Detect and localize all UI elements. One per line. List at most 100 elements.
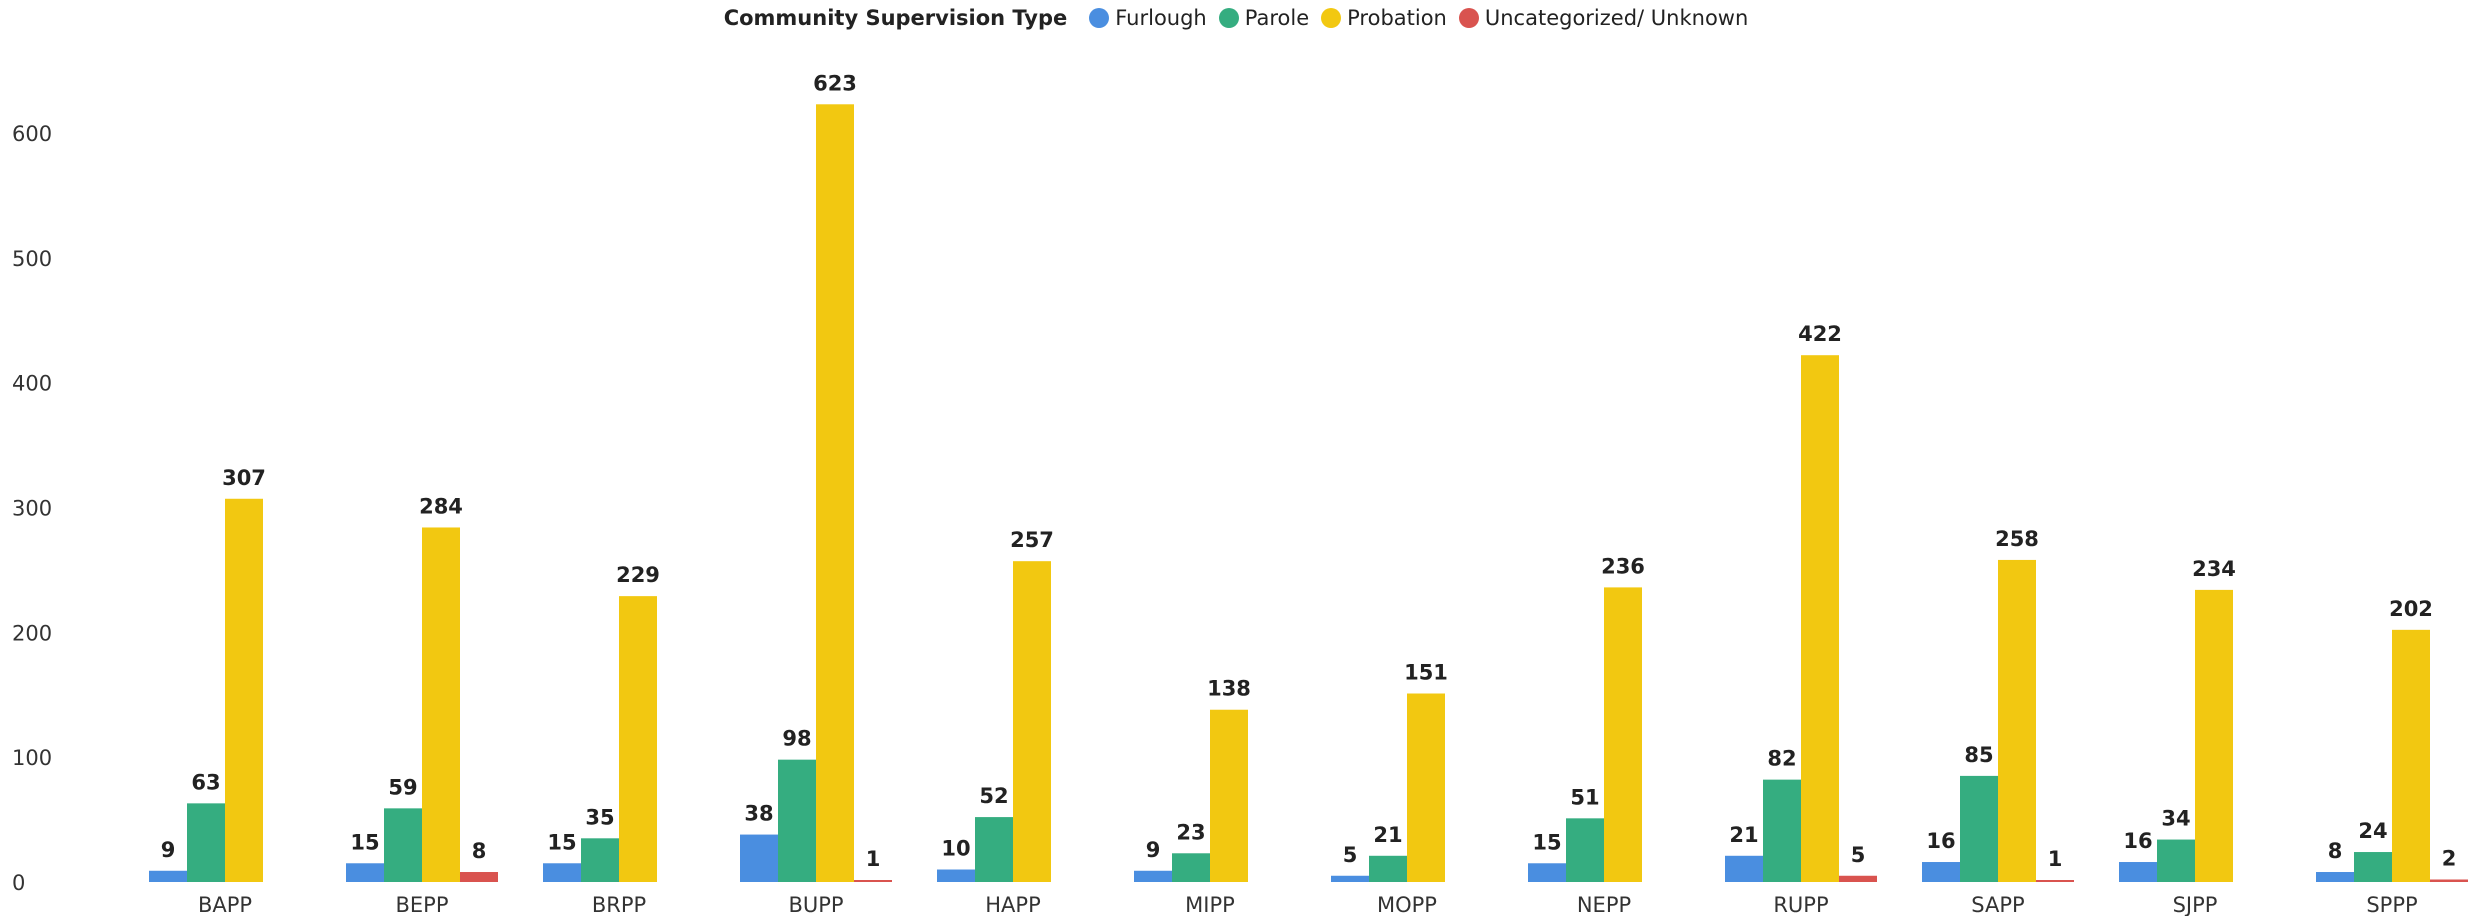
data-label: 229 <box>616 563 660 587</box>
bar <box>1998 559 2036 882</box>
chart-legend: Community Supervision Type Furlough Parol… <box>0 0 2478 36</box>
data-label: 258 <box>1995 527 2039 551</box>
bar <box>2430 879 2468 882</box>
bar <box>149 870 187 882</box>
data-label: 623 <box>813 71 857 95</box>
bar <box>1604 587 1642 882</box>
data-label: 82 <box>1767 747 1796 771</box>
bar <box>975 817 1013 882</box>
legend-swatch <box>1321 8 1342 28</box>
x-category-label: SJPP <box>2173 893 2218 916</box>
x-category-label: RUPP <box>1773 893 1828 916</box>
data-label: 307 <box>222 466 266 490</box>
data-label: 34 <box>2161 807 2190 831</box>
legend-label: Uncategorized/ Unknown <box>1484 6 1749 30</box>
x-category-label: NEPP <box>1577 893 1631 916</box>
x-category-label: SPPP <box>2366 893 2417 916</box>
legend-item[interactable]: Uncategorized/ Unknown <box>1458 6 1749 30</box>
y-tick-label: 500 <box>12 247 52 271</box>
x-category-label: HAPP <box>985 893 1040 916</box>
data-label: 16 <box>2123 829 2152 853</box>
bar <box>1801 355 1839 882</box>
x-category-label: MOPP <box>1377 893 1437 916</box>
data-label: 35 <box>585 805 614 829</box>
data-label: 1 <box>866 847 881 871</box>
bar <box>460 872 498 882</box>
bar <box>1566 818 1604 882</box>
data-label: 23 <box>1176 820 1205 844</box>
x-category-label: BRPP <box>592 893 646 916</box>
bar <box>422 527 460 882</box>
bar <box>1369 855 1407 882</box>
bar <box>2354 852 2392 882</box>
data-label: 16 <box>1926 829 1955 853</box>
bar <box>225 498 263 882</box>
data-label: 9 <box>1146 838 1161 862</box>
data-label: 15 <box>547 830 576 854</box>
y-tick-label: 200 <box>12 621 52 645</box>
data-label: 24 <box>2358 819 2387 843</box>
legend-title: Community Supervision Type <box>723 6 1068 30</box>
data-label: 15 <box>1532 830 1561 854</box>
data-label: 51 <box>1570 785 1599 809</box>
data-label: 5 <box>1851 843 1866 867</box>
legend-label: Furlough <box>1115 6 1207 30</box>
bar <box>2036 880 2074 882</box>
bar <box>1407 693 1445 882</box>
legend-item[interactable]: Furlough <box>1089 6 1207 30</box>
y-tick-label: 600 <box>12 122 52 146</box>
bar <box>2119 862 2157 882</box>
data-label: 8 <box>472 839 487 863</box>
bar <box>543 863 581 882</box>
legend-item[interactable]: Probation <box>1321 6 1447 30</box>
bar <box>1134 870 1172 882</box>
legend-item[interactable]: Parole <box>1218 6 1310 30</box>
data-label: 236 <box>1601 554 1645 578</box>
bar <box>740 834 778 882</box>
bar <box>1725 855 1763 882</box>
data-label: 85 <box>1964 743 1993 767</box>
data-label: 10 <box>941 837 970 861</box>
data-label: 63 <box>191 770 220 794</box>
x-category-label: BUPP <box>788 893 843 916</box>
bar <box>619 596 657 882</box>
bar <box>1013 561 1051 882</box>
bar <box>2316 872 2354 882</box>
bar <box>2392 629 2430 882</box>
bar <box>1331 875 1369 882</box>
legend-label: Probation <box>1347 6 1447 30</box>
bar <box>1172 853 1210 882</box>
bar <box>937 869 975 882</box>
y-tick-label: 400 <box>12 372 52 396</box>
data-label: 5 <box>1343 843 1358 867</box>
data-label: 98 <box>782 727 811 751</box>
data-label: 9 <box>161 838 176 862</box>
data-label: 151 <box>1404 661 1448 685</box>
bar <box>187 803 225 882</box>
y-tick-label: 100 <box>12 746 52 770</box>
x-category-label: MIPP <box>1185 893 1235 916</box>
x-category-label: SAPP <box>1971 893 2024 916</box>
data-label: 38 <box>744 802 773 826</box>
bar <box>1210 709 1248 882</box>
legend-swatch <box>1218 8 1239 28</box>
bar <box>346 863 384 882</box>
y-tick-label: 300 <box>12 497 52 521</box>
bar <box>384 808 422 882</box>
data-label: 21 <box>1373 823 1402 847</box>
data-label: 21 <box>1729 823 1758 847</box>
data-label: 8 <box>2328 839 2343 863</box>
bar <box>581 838 619 882</box>
data-label: 59 <box>388 775 417 799</box>
data-label: 422 <box>1798 322 1842 346</box>
legend-label: Parole <box>1244 6 1310 30</box>
data-label: 2 <box>2442 847 2457 871</box>
bar <box>778 759 816 882</box>
data-label: 234 <box>2192 557 2236 581</box>
bar <box>1839 875 1877 882</box>
bar <box>2195 589 2233 882</box>
data-label: 15 <box>350 830 379 854</box>
data-label: 1 <box>2048 847 2063 871</box>
x-category-label: BEPP <box>395 893 448 916</box>
